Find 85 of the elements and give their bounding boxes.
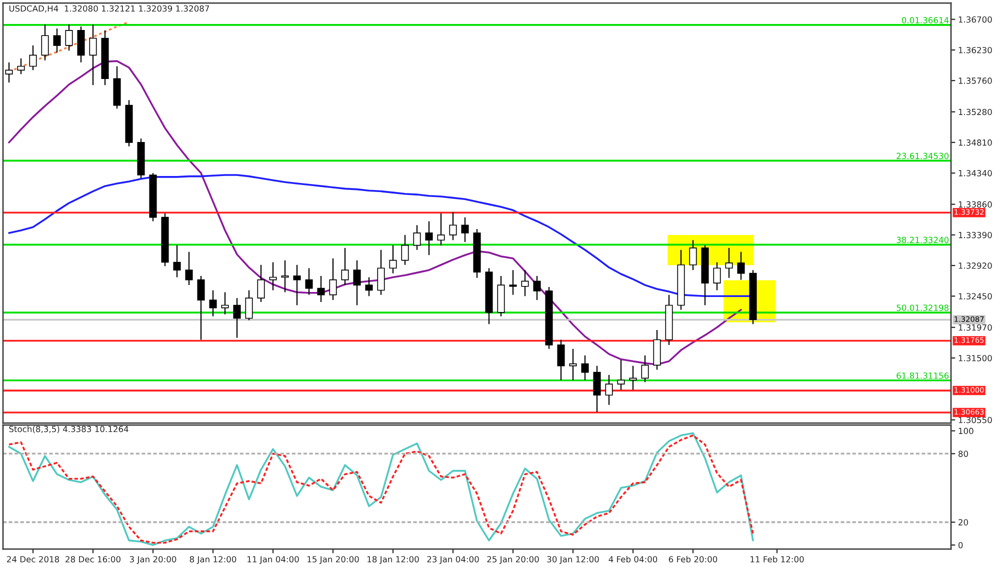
annotation: 61.81.31156 [896,372,949,379]
y-tick-label: 1.36700 [958,16,992,23]
x-tick-label: 11 Feb 12:00 [750,556,804,562]
chart-title: Stoch(8,3,5) 4.3383 10.1264 [9,426,128,434]
candlestick [245,290,253,321]
candlestick [377,249,385,296]
x-tick-label: 11 Jan 04:00 [248,556,299,564]
candlestick [221,292,229,315]
x-tick-label: 6 Feb 20:00 [668,556,718,562]
candlestick [41,24,49,61]
annotation: 50.01.32198 [896,304,949,311]
line-series [8,60,742,366]
annotation: 38.21.33240 [896,236,949,244]
candlestick [317,275,325,303]
candlestick [725,247,733,278]
candlestick [365,276,373,297]
x-tick-label: 30 Jan 12:00 [547,556,599,564]
candlestick [461,216,469,243]
y-tick-label: 1.31500 [958,354,992,362]
candlestick [425,220,433,256]
candlestick [413,224,421,250]
candlestick [329,258,337,301]
y-tick-label: 1.34810 [958,139,992,146]
candlestick [65,24,73,52]
candlestick [5,62,13,84]
candlestick [197,275,205,340]
candlestick [605,374,613,406]
x-tick-label: 4 Feb 04:00 [608,556,658,562]
y-tick-label: 1.31970 [958,324,992,331]
y-tick-label: 80 [958,450,968,457]
candlestick [437,212,445,246]
candlestick [185,251,193,286]
y-tick-label: 1.32450 [958,293,992,300]
y-tick-label: 1.30550 [958,416,992,424]
x-tick-label: 18 Jan 12:00 [368,556,419,564]
candlestick [689,240,697,271]
annotation: 0.01.36614 [902,17,949,24]
candlestick [629,365,637,390]
candlestick [353,260,361,306]
candlestick [173,244,181,278]
y-tick-label: 20 [958,519,968,526]
candlestick [401,234,409,266]
candlestick [305,268,313,296]
candlestick [233,298,241,338]
candlestick [29,44,37,71]
x-tick-label: 23 Jan 04:00 [427,556,479,564]
candlestick [341,247,349,286]
y-tick-label: 1.35280 [958,108,992,116]
candlestick [17,58,25,75]
candlestick [521,270,529,297]
y-tick-label: 1.33860 [958,201,992,208]
candlestick [293,264,301,306]
x-tick-label: 25 Jan 20:00 [487,556,539,564]
x-tick-label: 15 Jan 20:00 [308,556,359,564]
candlestick [209,290,217,317]
y-tick-label: 0 [958,542,963,548]
candlestick [593,365,601,413]
x-tick-label: 3 Jan 20:00 [130,556,176,564]
candlestick [617,359,625,390]
candlestick [641,354,649,383]
candlestick [533,275,541,301]
x-tick-label: 8 Jan 12:00 [190,556,236,564]
y-tick-label: 100 [958,428,974,434]
candlestick [449,212,457,241]
candlestick [269,262,277,291]
candlestick [557,339,565,381]
y-tick-label: 1.34340 [958,170,992,176]
candlestick [53,28,61,54]
candlestick [89,24,97,86]
y-tick-label: 1.36230 [958,46,992,54]
candlestick [281,260,289,293]
y-tick-label: 1.35760 [958,78,992,84]
y-tick-label: 1.33390 [958,232,992,238]
candlestick [509,270,517,296]
x-tick-label: 24 Dec 2018 [6,556,60,562]
candlestick [581,354,589,381]
annotation: 23.61.34530 [896,152,949,160]
candlestick [713,262,721,291]
chart-title: USDCAD,H4 1.32080 1.32121 1.32039 1.32087 [9,5,210,12]
y-tick-label: 1.32920 [958,262,992,269]
candlestick [389,244,397,274]
candlestick [737,251,745,280]
x-tick-label: 28 Dec 16:00 [66,556,120,562]
candlestick [569,348,577,381]
candlestick [257,264,265,303]
